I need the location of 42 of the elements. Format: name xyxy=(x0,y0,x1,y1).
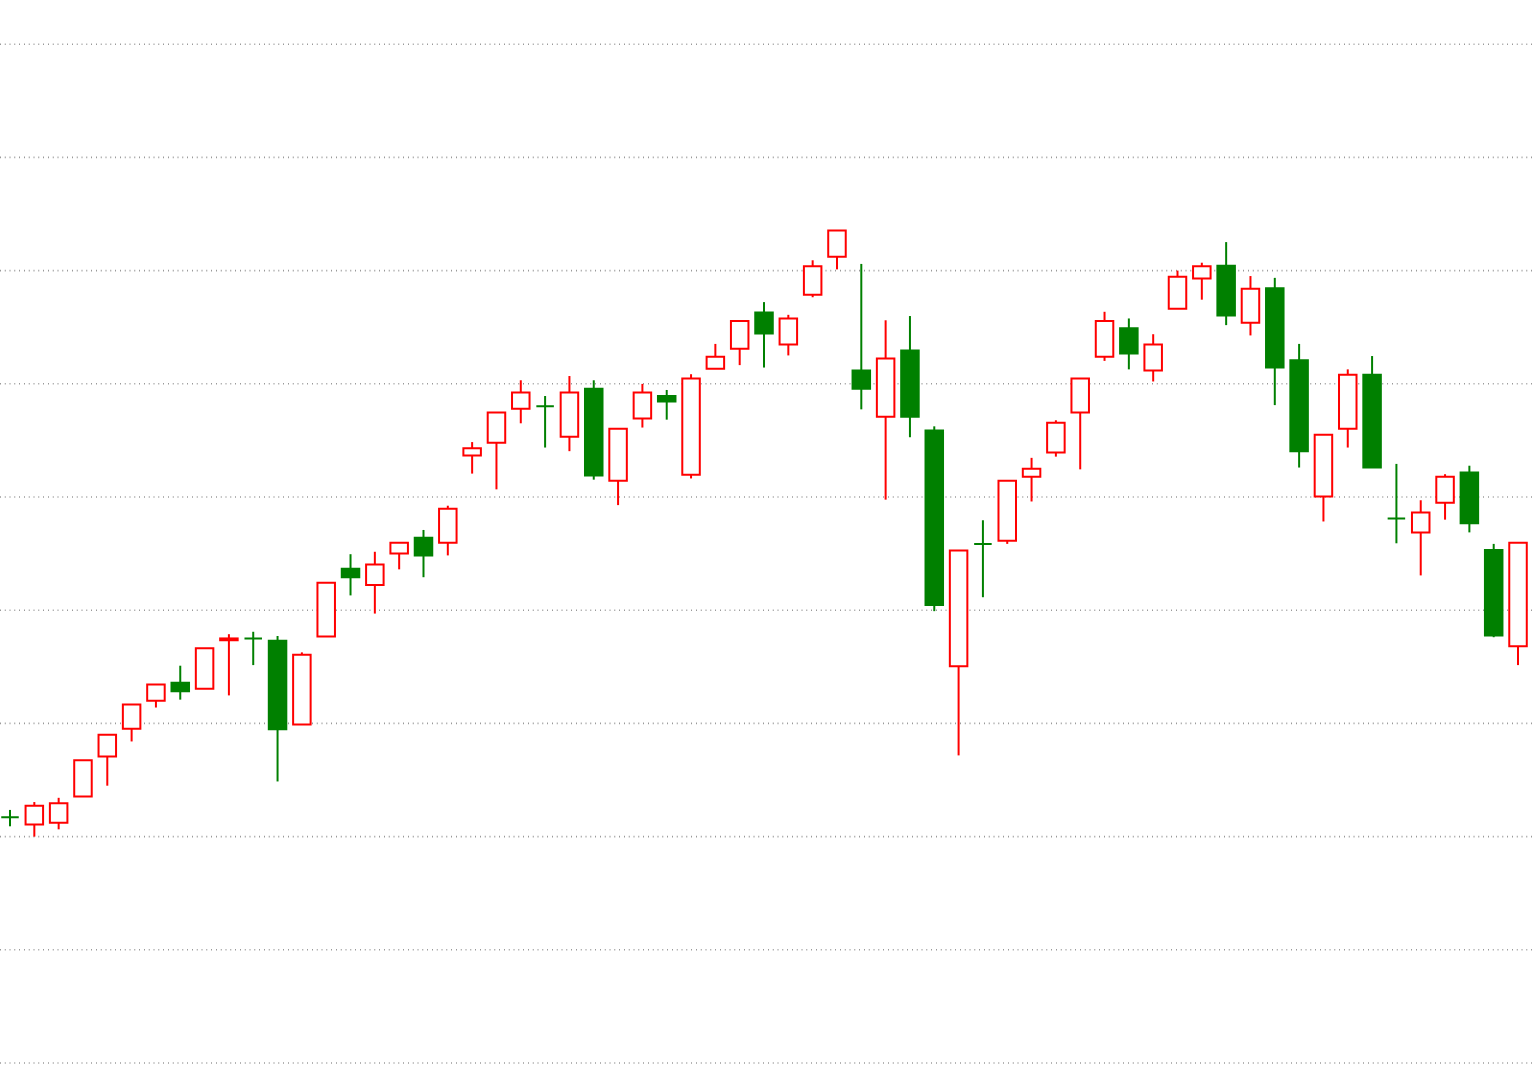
candlestick xyxy=(121,703,142,743)
candlestick xyxy=(413,528,434,579)
candlestick xyxy=(851,262,872,411)
candlestick xyxy=(24,801,45,838)
candlestick xyxy=(194,647,215,690)
candlestick xyxy=(1192,261,1212,301)
candlestick xyxy=(511,379,531,425)
candlestick xyxy=(1167,269,1188,310)
candlestick xyxy=(827,229,847,271)
candlestick xyxy=(97,733,118,787)
candlestick xyxy=(389,541,409,571)
candlestick xyxy=(1143,333,1163,383)
candlestick xyxy=(1386,462,1407,545)
candlestick xyxy=(1021,456,1042,503)
candlestick xyxy=(340,553,361,597)
candlestick xyxy=(973,519,993,599)
candlestick xyxy=(632,382,653,429)
candlestick xyxy=(535,395,555,449)
candlestick xyxy=(1435,473,1455,521)
candlestick xyxy=(1070,377,1090,471)
candlestick xyxy=(486,411,507,491)
candlestick xyxy=(754,301,774,369)
candlestick xyxy=(48,796,69,831)
candlestick xyxy=(1410,499,1431,577)
candlestick xyxy=(559,375,580,453)
candlestick xyxy=(1094,310,1115,362)
candlestick xyxy=(656,388,677,421)
candlestick xyxy=(1119,317,1139,371)
candlestick xyxy=(1240,275,1261,337)
candlestick xyxy=(365,550,385,615)
candlestick xyxy=(1046,419,1066,458)
candlestick xyxy=(802,259,823,299)
candlestick xyxy=(73,759,93,798)
candlestick xyxy=(170,664,191,701)
candlestick xyxy=(438,504,458,557)
candlestick xyxy=(462,441,482,475)
candlestick xyxy=(146,683,166,709)
candlestick xyxy=(705,342,726,370)
candlestick xyxy=(729,319,750,367)
candlestick xyxy=(778,313,799,357)
candlestick xyxy=(243,630,263,667)
candlestick xyxy=(219,633,239,697)
